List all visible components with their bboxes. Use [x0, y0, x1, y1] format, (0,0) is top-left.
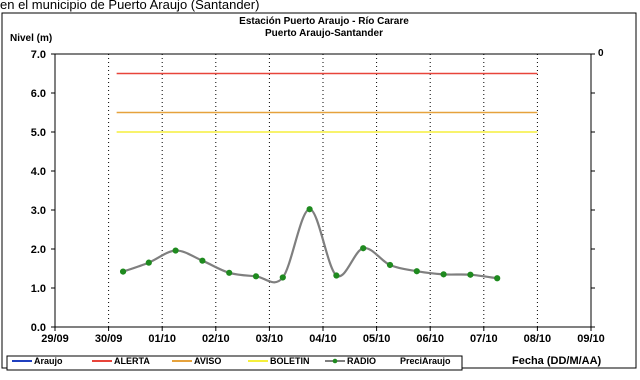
data-point	[226, 269, 233, 276]
x-tick-label: 02/10	[202, 333, 230, 345]
x-axis-label: Fecha (DD/M/AA)	[512, 355, 602, 367]
y-tick-label: 1.0	[31, 283, 46, 295]
data-point	[279, 274, 286, 281]
x-tick-label: 29/09	[41, 333, 69, 345]
series-group	[119, 206, 501, 284]
data-point	[199, 257, 206, 264]
grid	[108, 54, 538, 327]
data-point	[252, 273, 260, 280]
data-point	[333, 272, 340, 279]
x-tick-label: 01/10	[148, 333, 176, 345]
x-tick-label: 09/10	[577, 333, 605, 345]
legend-label: ALERTA	[114, 356, 150, 366]
legend-label: AVISO	[194, 356, 221, 366]
legend-marker	[332, 358, 338, 364]
data-point	[494, 275, 501, 282]
data-point	[145, 259, 152, 266]
y-tick-label: 0.0	[31, 322, 46, 334]
y-tick-label: 2.0	[31, 244, 46, 256]
y-tick-label: 4.0	[31, 166, 46, 178]
y-tick-label: 6.0	[31, 88, 46, 100]
x-axis: 29/09 30/09 01/10 02/10 03/10 04/10 05/10 06/10…	[41, 327, 605, 345]
y-tick-label: 5.0	[31, 127, 46, 139]
data-point	[119, 268, 127, 275]
chart-title: Estación Puerto Araujo - Río Carare	[239, 16, 409, 27]
x-tick-label: 06/10	[416, 333, 444, 345]
data-point	[467, 271, 474, 278]
legend: Araujo ALERTA AVISO BOLETIN RADIO PreciAraujo	[12, 356, 451, 366]
x-tick-label: 05/10	[363, 333, 391, 345]
chart-subtitle: Puerto Araujo-Santander	[265, 28, 383, 39]
y-tick-label: 3.0	[31, 205, 46, 217]
legend-label: RADIO	[347, 356, 376, 366]
legend-label: BOLETIN	[270, 356, 310, 366]
x-tick-label: 08/10	[524, 333, 552, 345]
data-point	[360, 245, 367, 252]
header-text: en el municipio de Puerto Araujo (Santan…	[0, 0, 259, 12]
legend-label: PreciAraujo	[400, 356, 451, 366]
legend-label: Araujo	[34, 356, 63, 366]
data-point	[386, 261, 394, 269]
data-point	[306, 206, 313, 213]
x-tick-label: 07/10	[470, 333, 498, 345]
data-point	[413, 268, 420, 275]
x-tick-label: 04/10	[309, 333, 337, 345]
data-point	[172, 247, 179, 254]
data-point	[440, 271, 447, 278]
y2-tick-label: 0	[598, 48, 604, 59]
y-axis-label: Nivel (m)	[10, 33, 52, 44]
legend-box	[6, 355, 463, 371]
y-axis: 0.0 1.0 2.0 3.0 4.0 5.0 6.0 7.0	[31, 49, 595, 334]
x-tick-label: 30/09	[95, 333, 123, 345]
x-tick-label: 03/10	[256, 333, 284, 345]
y-tick-label: 7.0	[31, 49, 46, 61]
threshold-lines	[116, 72, 538, 133]
